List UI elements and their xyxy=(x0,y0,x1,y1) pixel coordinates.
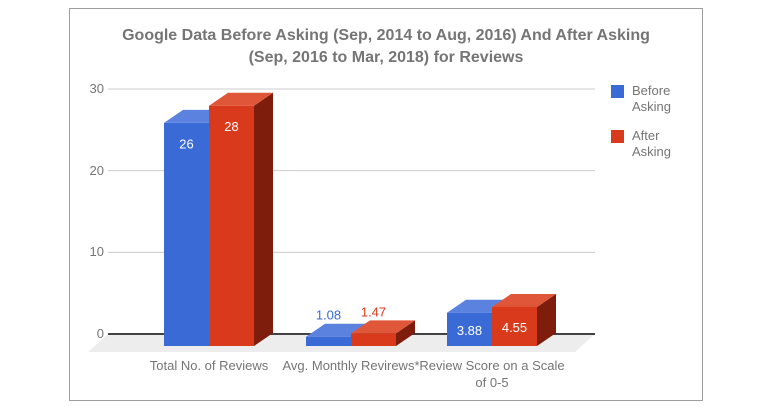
bar-side-after-asking-1 xyxy=(396,320,415,346)
y-axis-tick-label: 10 xyxy=(89,244,104,259)
y-axis-tick-label: 0 xyxy=(96,326,104,341)
bar-side-after-asking-0 xyxy=(254,92,273,346)
value-label-after-asking-2: 4.55 xyxy=(502,320,527,335)
bar-before-asking-1 xyxy=(306,336,351,346)
y-axis-tick-label: 30 xyxy=(89,81,104,96)
x-axis-category-label: Total No. of Reviews xyxy=(149,358,269,373)
bar-before-asking-0 xyxy=(164,122,209,346)
legend-item-before-asking: Before Asking xyxy=(611,83,686,115)
value-label-after-asking-1: 1.47 xyxy=(361,304,386,319)
value-label-before-asking-0: 26 xyxy=(179,136,193,151)
x-axis-category-label: Review Score on a Scale of 0-5 xyxy=(419,358,565,390)
bar-side-after-asking-2 xyxy=(537,293,556,346)
bar-chart-plot: 26 28 1.08 1.47 3.88 4.55 xyxy=(88,88,595,352)
bar-after-asking-2 xyxy=(492,306,537,346)
bar-before-asking-2 xyxy=(447,312,492,346)
bar-after-asking-1 xyxy=(351,333,396,346)
value-label-before-asking-2: 3.88 xyxy=(457,323,482,338)
chart-legend: Before Asking After Asking xyxy=(611,83,686,173)
value-label-after-asking-0: 28 xyxy=(224,119,238,134)
legend-item-after-asking: After Asking xyxy=(611,128,686,160)
bar-top-after-asking-1 xyxy=(351,320,415,334)
x-axis-category-label: Avg. Monthly Revirews* xyxy=(282,358,420,373)
legend-swatch-after-asking xyxy=(611,130,624,143)
y-axis-tick-label: 20 xyxy=(89,163,104,178)
bar-after-asking-0 xyxy=(209,105,254,346)
bar-top-after-asking-0 xyxy=(209,92,273,106)
legend-label: Before Asking xyxy=(632,83,672,114)
legend-label: After Asking xyxy=(632,128,672,159)
chart-title: Google Data Before Asking (Sep, 2014 to … xyxy=(122,27,650,66)
value-label-before-asking-1: 1.08 xyxy=(316,308,341,323)
bar-top-after-asking-2 xyxy=(492,293,556,307)
chart-card: Google Data Before Asking (Sep, 2014 to … xyxy=(69,8,703,401)
legend-swatch-before-asking xyxy=(611,85,624,98)
